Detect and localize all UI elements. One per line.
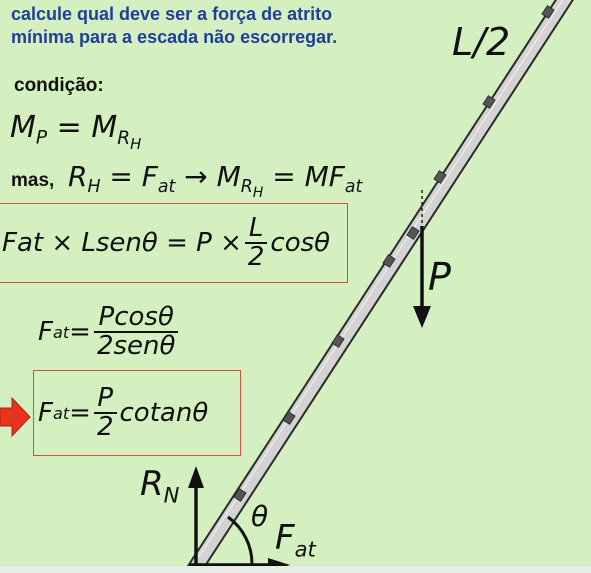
eq4-F-sub: at xyxy=(52,322,70,342)
equation-box-result xyxy=(33,370,241,456)
eq5-F-sub: at xyxy=(52,403,70,423)
eq4-denominator: 2senθ xyxy=(93,331,179,360)
equation-box-torque xyxy=(0,203,348,283)
eq2-MF-sub: at xyxy=(344,177,363,198)
eq1-lhs-M: M xyxy=(10,110,36,145)
eq1-lhs-sub: P xyxy=(35,127,48,149)
label-friction-F: F xyxy=(275,518,295,558)
header-line-1: calcule qual deve ser a força de atrito xyxy=(11,4,333,24)
eq3-lhs: Fat × Lsenθ = P × xyxy=(2,228,242,258)
header-line-2: mínima para a escada não escorregar. xyxy=(11,27,338,47)
eq2-R: R xyxy=(68,160,88,193)
eq5-tail: cotanθ xyxy=(119,398,209,428)
eq2-MF: MF xyxy=(304,160,345,193)
pointer-arrow-icon xyxy=(0,396,31,438)
eq2-M: M xyxy=(216,160,241,193)
eq3-fraction: L 2 xyxy=(244,212,268,272)
eq2-equals-1: = xyxy=(100,160,142,193)
label-normal-sub: N xyxy=(163,482,180,508)
eq3-numerator: L xyxy=(248,212,264,243)
eq5-numerator: P xyxy=(97,382,114,413)
ladder-rung xyxy=(482,95,496,109)
eq4-F: F xyxy=(38,317,53,347)
ladder-rung xyxy=(406,226,420,240)
label-friction-sub: at xyxy=(294,536,316,562)
weight-arrow-head xyxy=(413,306,431,328)
eq4-equals: = xyxy=(69,317,91,347)
ladder-rung xyxy=(541,5,555,19)
eq1-rhs-subsub: H xyxy=(130,134,142,153)
ladder xyxy=(186,0,574,567)
eq4-fraction: Pcosθ 2senθ xyxy=(93,301,179,361)
eq2-F: F xyxy=(141,160,158,193)
ladder-highlight xyxy=(193,0,564,565)
eq2-M-sub: R xyxy=(240,177,253,198)
equation-torque-balance: Fat × Lsenθ = P × L 2 cosθ xyxy=(2,212,330,274)
label-normal-force: RN xyxy=(140,464,179,507)
eq5-equals: = xyxy=(69,398,91,428)
eq5-F: F xyxy=(38,398,53,428)
eq5-fraction: P 2 xyxy=(93,382,117,442)
label-weight-P: P xyxy=(428,255,451,299)
eq1-rhs-M: M xyxy=(91,110,118,145)
bottom-strip xyxy=(0,566,591,573)
ladder-rung xyxy=(282,411,296,425)
condition-label: condição: xyxy=(14,75,104,96)
eq2-R-sub: H xyxy=(87,177,101,198)
equation-moment-condition: MP = MRH xyxy=(10,110,141,153)
ladder-rung xyxy=(331,334,345,348)
eq4-numerator: Pcosθ xyxy=(98,301,174,332)
eq2-equals-2: = xyxy=(263,160,305,193)
label-angle-theta: θ xyxy=(251,500,269,533)
label-friction-force: Fat xyxy=(275,518,316,561)
eq1-equals: = xyxy=(47,110,92,145)
equation-friction-moment: RH = Fat → MRH = MFat xyxy=(68,160,362,201)
label-normal-R: R xyxy=(140,464,164,504)
eq5-denominator: 2 xyxy=(93,412,117,441)
ladder-rung xyxy=(382,254,396,268)
eq2-F-sub: at xyxy=(157,177,176,198)
eq2-arrow: → xyxy=(175,160,217,193)
eq1-rhs-sub: R xyxy=(117,127,131,149)
ladder-rung xyxy=(233,488,247,502)
ladder-body xyxy=(186,0,574,567)
label-half-length: L/2 xyxy=(452,20,511,64)
angle-arc xyxy=(227,515,254,565)
ladder-rung xyxy=(433,170,447,184)
normal-arrow-head xyxy=(188,466,204,488)
eq2-M-subsub: H xyxy=(252,184,264,201)
mas-label: mas, xyxy=(11,170,55,191)
eq3-tail: cosθ xyxy=(270,228,331,258)
eq3-denominator: 2 xyxy=(244,242,268,271)
